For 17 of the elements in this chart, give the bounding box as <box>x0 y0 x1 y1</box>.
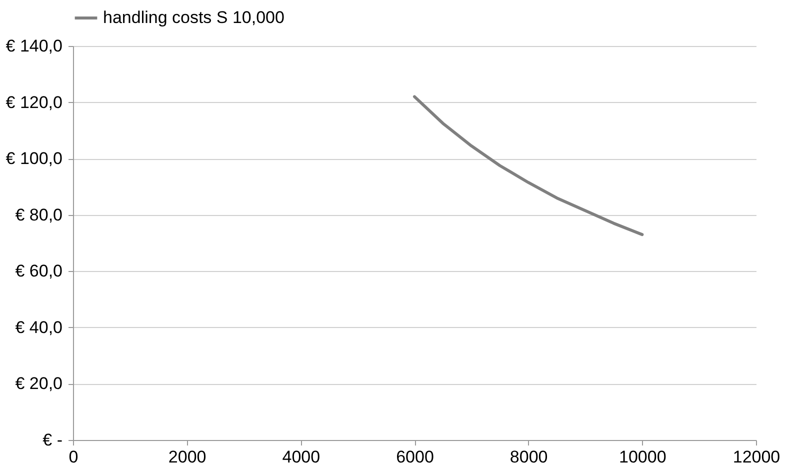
y-tick-label: € 120,0 <box>6 92 62 112</box>
y-tick-label: € 60,0 <box>15 262 62 281</box>
x-tick-label: 8000 <box>510 448 548 466</box>
x-tick-label: 12000 <box>732 448 780 466</box>
y-tick-label: € 100,0 <box>6 149 62 168</box>
y-tick-label: € 140,0 <box>6 36 62 56</box>
x-tick-label: 6000 <box>396 448 434 466</box>
y-tick-label: € 80,0 <box>15 205 62 224</box>
x-tick-label: 10000 <box>619 448 666 466</box>
y-tick-label: € 20,0 <box>15 374 62 394</box>
x-tick-label: 0 <box>68 448 78 466</box>
y-tick-label: € 40,0 <box>15 318 62 337</box>
x-tick-label: 2000 <box>168 448 206 466</box>
y-tick-label: € - <box>42 430 62 450</box>
legend-label: handling costs S 10,000 <box>103 8 284 27</box>
x-tick-label: 4000 <box>282 448 320 466</box>
line-series <box>413 95 644 236</box>
